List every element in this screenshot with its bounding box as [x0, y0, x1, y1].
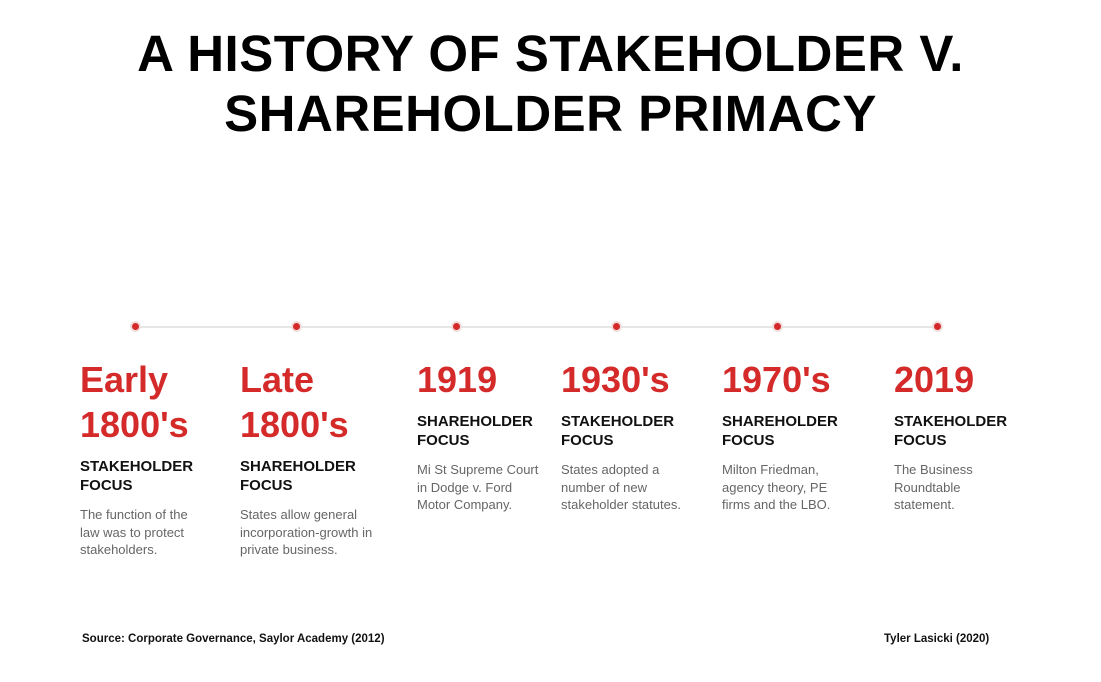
author-credit: Tyler Lasicki (2020) — [884, 633, 990, 645]
timeline-entry-2019: 2019 STAKEHOLDER FOCUS The Business Round… — [894, 357, 1044, 514]
timeline-dot — [934, 323, 941, 330]
entry-year: 2019 — [894, 359, 975, 400]
timeline-entry-1930s: 1930's STAKEHOLDER FOCUS States adopted a… — [561, 357, 711, 514]
timeline-dot — [613, 323, 620, 330]
entry-year: Early — [80, 359, 169, 400]
timeline-entry-1970s: 1970's SHAREHOLDER FOCUS Milton Friedman,… — [722, 357, 872, 514]
entry-description: States allow general incorporation-growt… — [240, 507, 373, 557]
entry-year: Late — [240, 359, 315, 400]
entry-focus: SHAREHOLDER FOCUS — [240, 458, 356, 494]
source-citation: Source: Corporate Governance, Saylor Aca… — [82, 633, 385, 645]
entry-focus: SHAREHOLDER FOCUS — [722, 413, 838, 449]
entry-year: 1930's — [561, 359, 670, 400]
title-line-2: SHAREHOLDER PRIMACY — [224, 85, 877, 142]
entry-focus: SHAREHOLDER FOCUS — [417, 413, 533, 449]
page-title: A HISTORY OF STAKEHOLDER V. SHAREHOLDER … — [0, 24, 1101, 144]
entry-year-line2: 1800's — [240, 404, 349, 445]
title-line-1: A HISTORY OF STAKEHOLDER V. — [137, 25, 964, 82]
entry-focus: STAKEHOLDER FOCUS — [561, 413, 675, 449]
entry-focus: STAKEHOLDER FOCUS — [80, 458, 194, 494]
timeline-dot — [293, 323, 300, 330]
timeline-axis — [135, 326, 937, 328]
timeline-entry-1919: 1919 SHAREHOLDER FOCUS Mi St Supreme Cour… — [417, 357, 567, 514]
entry-description: Mi St Supreme Court in Dodge v. Ford Mot… — [417, 462, 539, 512]
timeline-entry-late-1800s: Late 1800's SHAREHOLDER FOCUS States allo… — [240, 357, 390, 559]
entry-description: Milton Friedman, agency theory, PE firms… — [722, 462, 831, 512]
timeline-entry-early-1800s: Early 1800's STAKEHOLDER FOCUS The functi… — [80, 357, 230, 559]
entry-year: 1970's — [722, 359, 831, 400]
entry-description: States adopted a number of new stakehold… — [561, 462, 681, 512]
timeline-dot — [453, 323, 460, 330]
entry-description: The function of the law was to protect s… — [80, 507, 188, 557]
entry-year: 1919 — [417, 359, 498, 400]
timeline-dot — [774, 323, 781, 330]
entry-year-line2: 1800's — [80, 404, 189, 445]
entry-description: The Business Roundtable statement. — [894, 462, 973, 512]
timeline-dot — [132, 323, 139, 330]
entry-focus: STAKEHOLDER FOCUS — [894, 413, 1008, 449]
